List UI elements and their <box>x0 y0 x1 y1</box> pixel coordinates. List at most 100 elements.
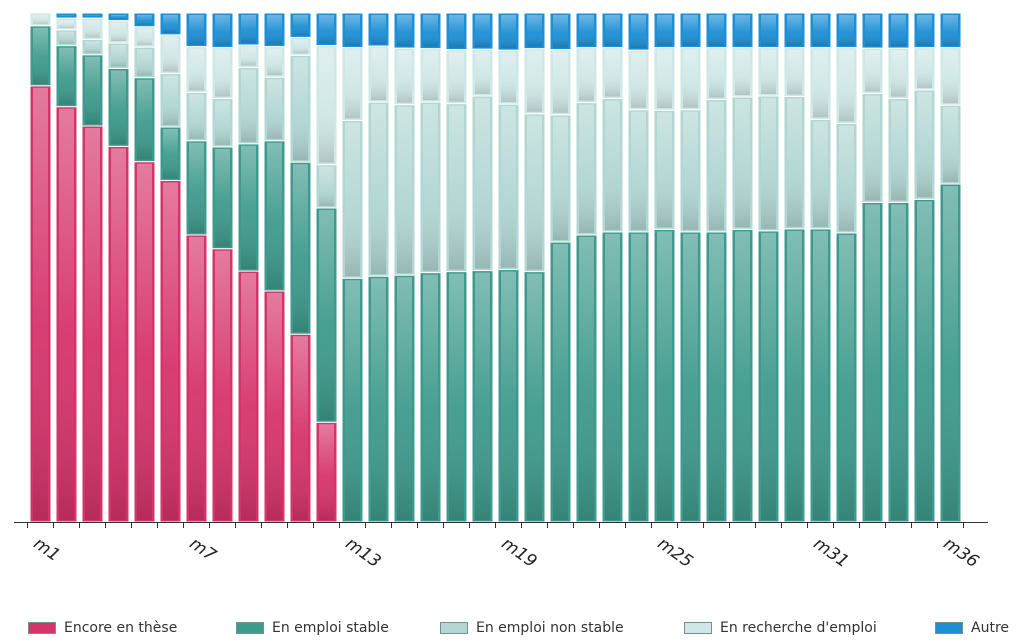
bar-shade-m28-series-4 <box>735 15 750 46</box>
bars-layer <box>29 12 962 523</box>
bar-shade-m31-series-3 <box>813 49 828 118</box>
bar-shade-m8-series-4 <box>215 15 230 46</box>
bar-shade-m21-series-3 <box>553 51 568 113</box>
bar-shade-m2-series-2 <box>59 31 74 44</box>
legend-item-0: Encore en thèse <box>28 620 177 636</box>
bar-shade-m31-series-4 <box>813 15 828 46</box>
bar-shade-m11-series-1 <box>293 164 308 333</box>
bar-shade-m26-series-3 <box>683 49 698 108</box>
bar-shade-m4-series-4 <box>111 15 126 19</box>
bar-shade-m32-series-4 <box>839 15 854 46</box>
bar-shade-m3-series-0 <box>85 127 100 521</box>
bar-stack-m18 <box>471 12 494 523</box>
bar-shade-m29-series-2 <box>761 97 776 229</box>
bar-stack-m21 <box>549 12 572 523</box>
bar-shade-m29-series-4 <box>761 15 776 46</box>
bar-shade-m1-series-1 <box>33 27 48 84</box>
bar-shade-m5-series-0 <box>137 163 152 521</box>
bar-shade-m17-series-1 <box>449 273 464 520</box>
legend-swatch <box>684 622 712 634</box>
bar-shade-m24-series-2 <box>631 111 646 230</box>
bar-shade-m9-series-4 <box>241 15 256 44</box>
bar-shade-m13-series-2 <box>345 122 360 277</box>
bar-shade-m19-series-2 <box>501 106 516 268</box>
bar-shade-m3-series-1 <box>85 56 100 124</box>
bar-shade-m34-series-1 <box>891 204 906 520</box>
bar-shade-m6-series-0 <box>163 182 178 520</box>
bar-shade-m4-series-3 <box>111 22 126 42</box>
bar-stack-m3 <box>81 12 104 523</box>
bar-stack-m12 <box>315 12 338 523</box>
bar-shade-m26-series-2 <box>683 111 698 230</box>
bar-stack-m10 <box>263 12 286 523</box>
bar-shade-m17-series-4 <box>449 15 464 48</box>
legend-label: Autre <box>971 620 1010 636</box>
bar-shade-m2-series-4 <box>59 15 74 17</box>
bar-stack-m15 <box>393 12 416 523</box>
bar-shade-m3-series-4 <box>85 15 100 17</box>
bar-shade-m10-series-3 <box>267 48 282 76</box>
bar-shade-m19-series-3 <box>501 52 516 103</box>
x-tick-label: m31 <box>810 534 853 572</box>
bar-stack-m27 <box>705 12 728 523</box>
bar-shade-m14-series-2 <box>371 104 386 275</box>
bar-shade-m21-series-4 <box>553 15 568 48</box>
bar-shade-m7-series-3 <box>189 48 204 91</box>
bar-shade-m16-series-4 <box>423 15 438 47</box>
bar-shade-m30-series-4 <box>787 15 802 46</box>
bar-shade-m4-series-1 <box>111 70 126 145</box>
bar-shade-m25-series-2 <box>657 112 672 228</box>
bar-shade-m30-series-1 <box>787 230 802 521</box>
bar-shade-m35-series-4 <box>917 15 932 46</box>
bar-shade-m20-series-1 <box>527 273 542 520</box>
bar-shade-m8-series-2 <box>215 100 230 145</box>
bar-shade-m35-series-1 <box>917 201 932 520</box>
bar-shade-m2-series-0 <box>59 108 74 520</box>
bar-shade-m23-series-3 <box>605 49 620 97</box>
bar-shade-m25-series-1 <box>657 231 672 520</box>
bar-stack-m24 <box>627 12 650 523</box>
bar-shade-m32-series-1 <box>839 234 854 520</box>
bar-shade-m28-series-3 <box>735 49 750 95</box>
bar-shade-m27-series-4 <box>709 15 724 46</box>
bar-stack-m19 <box>497 12 520 523</box>
bar-shade-m5-series-3 <box>137 28 152 46</box>
bar-shade-m5-series-2 <box>137 49 152 76</box>
bar-stack-m32 <box>835 12 858 523</box>
bar-shade-m2-series-3 <box>59 20 74 28</box>
bar-shade-m13-series-1 <box>345 280 360 520</box>
bar-stack-m16 <box>419 12 442 523</box>
bar-shade-m10-series-4 <box>267 15 282 45</box>
x-tick-label: m13 <box>342 534 385 572</box>
bar-shade-m29-series-3 <box>761 49 776 94</box>
bar-shade-m33-series-3 <box>865 50 880 92</box>
bar-stack-m36 <box>939 12 962 523</box>
bar-stack-m23 <box>601 12 624 523</box>
bar-shade-m26-series-4 <box>683 15 698 46</box>
bar-shade-m18-series-1 <box>475 272 490 520</box>
bar-shade-m23-series-4 <box>605 15 620 46</box>
bar-stack-m35 <box>913 12 936 523</box>
bar-shade-m16-series-3 <box>423 50 438 101</box>
legend-item-1: En emploi stable <box>236 620 389 636</box>
bar-shade-m9-series-0 <box>241 273 256 520</box>
bar-shade-m33-series-1 <box>865 204 880 520</box>
bar-shade-m9-series-1 <box>241 145 256 270</box>
bar-shade-m17-series-2 <box>449 105 464 270</box>
bar-shade-m4-series-0 <box>111 148 126 520</box>
bar-shade-m14-series-1 <box>371 278 386 520</box>
legend-label: En emploi stable <box>272 620 389 636</box>
bar-shade-m18-series-2 <box>475 97 490 269</box>
bar-shade-m21-series-1 <box>553 244 568 521</box>
bar-shade-m6-series-3 <box>163 36 178 72</box>
bar-shade-m8-series-1 <box>215 148 230 247</box>
bar-shade-m27-series-3 <box>709 49 724 98</box>
bar-shade-m30-series-3 <box>787 49 802 95</box>
bar-shade-m6-series-2 <box>163 75 178 126</box>
x-tick-label: m25 <box>654 534 697 572</box>
bar-shade-m33-series-4 <box>865 15 880 47</box>
bar-shade-m15-series-4 <box>397 15 412 47</box>
bar-shade-m23-series-1 <box>605 233 620 520</box>
bar-stack-m20 <box>523 12 546 523</box>
bar-shade-m9-series-2 <box>241 69 256 142</box>
